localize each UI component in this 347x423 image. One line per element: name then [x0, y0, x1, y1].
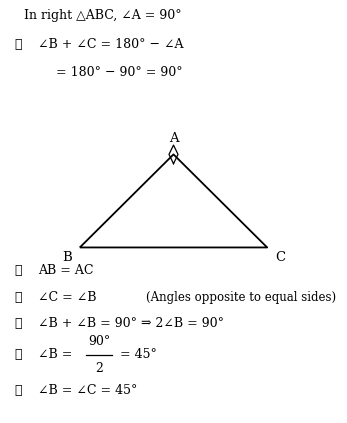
- Text: ∴: ∴: [14, 384, 22, 397]
- Text: ∠B =: ∠B =: [38, 349, 77, 361]
- Text: C: C: [275, 251, 285, 264]
- Text: ∴: ∴: [14, 38, 22, 51]
- Text: A: A: [169, 132, 178, 145]
- Text: In right △ABC, ∠A = 90°: In right △ABC, ∠A = 90°: [24, 9, 182, 22]
- Text: ∠B + ∠C = 180° − ∠A: ∠B + ∠C = 180° − ∠A: [38, 38, 184, 51]
- Text: ∴: ∴: [14, 349, 22, 361]
- Text: AB = AC: AB = AC: [38, 264, 94, 277]
- Text: (Angles opposite to equal sides): (Angles opposite to equal sides): [146, 291, 336, 304]
- Text: B: B: [62, 251, 72, 264]
- Text: ∴: ∴: [14, 317, 22, 330]
- Text: ∠B = ∠C = 45°: ∠B = ∠C = 45°: [38, 384, 137, 397]
- Text: = 180° − 90° = 90°: = 180° − 90° = 90°: [56, 66, 182, 79]
- Text: ∴: ∴: [14, 291, 22, 304]
- Text: = 45°: = 45°: [116, 349, 156, 361]
- Text: ∠C = ∠B: ∠C = ∠B: [38, 291, 97, 304]
- Text: 2: 2: [95, 362, 103, 375]
- Text: ∠B + ∠B = 90° ⇒ 2∠B = 90°: ∠B + ∠B = 90° ⇒ 2∠B = 90°: [38, 317, 224, 330]
- Text: 90°: 90°: [88, 335, 110, 348]
- Text: ∴: ∴: [14, 264, 22, 277]
